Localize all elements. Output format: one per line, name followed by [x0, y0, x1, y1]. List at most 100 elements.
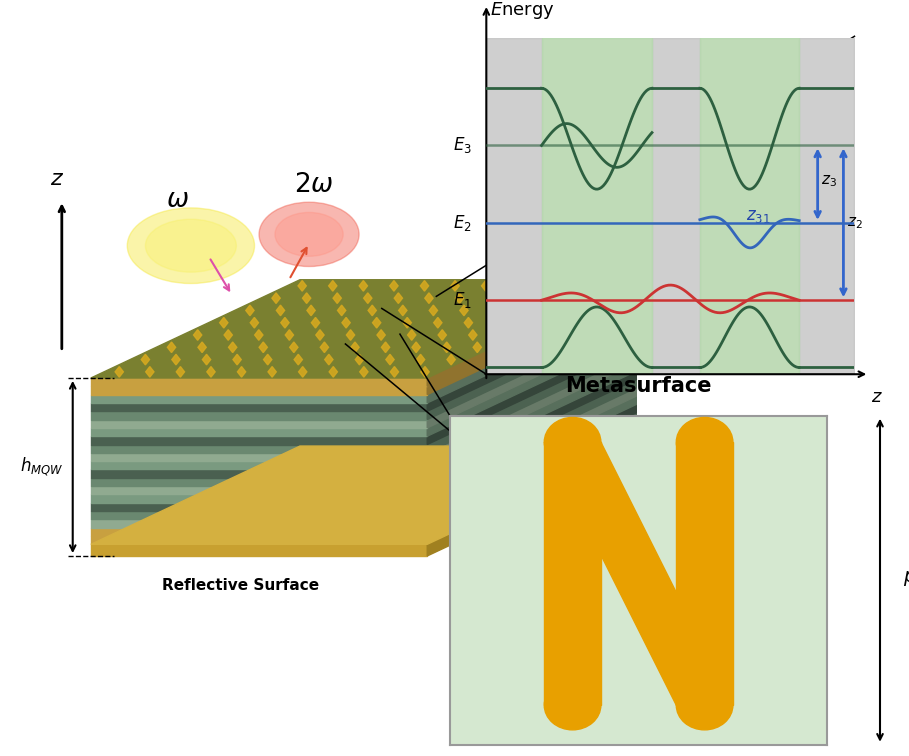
Polygon shape [91, 411, 427, 420]
Polygon shape [364, 293, 372, 303]
Polygon shape [172, 355, 180, 365]
Polygon shape [220, 318, 228, 328]
Text: $E$nergy: $E$nergy [490, 0, 554, 21]
Text: $E_1$: $E_1$ [453, 290, 472, 310]
Polygon shape [407, 330, 415, 340]
Polygon shape [438, 330, 446, 340]
Ellipse shape [259, 203, 359, 267]
Text: $E_3$: $E_3$ [453, 135, 472, 156]
Polygon shape [346, 330, 355, 340]
Polygon shape [285, 330, 294, 340]
Text: Metasurface: Metasurface [565, 376, 712, 396]
Polygon shape [203, 355, 211, 365]
Polygon shape [427, 296, 636, 403]
Text: $z_2$: $z_2$ [847, 215, 863, 231]
Polygon shape [427, 388, 636, 494]
Polygon shape [427, 438, 636, 544]
Polygon shape [91, 528, 427, 536]
Polygon shape [427, 346, 636, 453]
Polygon shape [91, 536, 427, 544]
Polygon shape [512, 280, 520, 291]
Polygon shape [298, 280, 306, 291]
Polygon shape [329, 280, 337, 291]
Polygon shape [176, 367, 185, 377]
Ellipse shape [275, 212, 343, 256]
Polygon shape [455, 293, 464, 303]
Polygon shape [281, 318, 289, 328]
Polygon shape [303, 293, 311, 303]
Polygon shape [312, 318, 320, 328]
Polygon shape [207, 367, 215, 377]
Polygon shape [245, 305, 254, 316]
Polygon shape [91, 446, 636, 544]
Polygon shape [416, 355, 425, 365]
Polygon shape [427, 321, 636, 428]
Polygon shape [547, 293, 555, 303]
Polygon shape [543, 280, 551, 291]
Polygon shape [359, 280, 367, 291]
Polygon shape [91, 544, 427, 556]
Polygon shape [544, 442, 733, 705]
Polygon shape [373, 318, 381, 328]
Polygon shape [91, 453, 427, 461]
Polygon shape [194, 330, 202, 340]
Polygon shape [342, 318, 350, 328]
Polygon shape [91, 420, 427, 428]
Polygon shape [395, 293, 403, 303]
Polygon shape [115, 367, 124, 377]
Polygon shape [427, 330, 636, 436]
Text: $E_2$: $E_2$ [453, 213, 472, 233]
Polygon shape [91, 428, 427, 436]
Ellipse shape [127, 208, 255, 284]
Polygon shape [499, 330, 507, 340]
Text: $z_{31}$: $z_{31}$ [746, 207, 771, 225]
Polygon shape [91, 486, 427, 494]
Polygon shape [552, 305, 560, 316]
Polygon shape [91, 395, 427, 403]
Polygon shape [427, 396, 636, 503]
Polygon shape [412, 342, 420, 352]
Polygon shape [295, 355, 303, 365]
Polygon shape [228, 342, 237, 352]
Text: $z_3$: $z_3$ [822, 173, 837, 189]
Polygon shape [390, 280, 398, 291]
Polygon shape [91, 519, 427, 528]
Polygon shape [427, 363, 636, 469]
Polygon shape [255, 330, 263, 340]
Text: Reflective Surface: Reflective Surface [163, 578, 319, 593]
Polygon shape [276, 305, 285, 316]
Polygon shape [420, 280, 429, 291]
Polygon shape [382, 342, 390, 352]
Polygon shape [368, 305, 376, 316]
Polygon shape [333, 293, 342, 303]
Polygon shape [403, 318, 412, 328]
Polygon shape [307, 305, 315, 316]
Polygon shape [233, 355, 241, 365]
Polygon shape [425, 293, 433, 303]
Polygon shape [427, 371, 636, 478]
Polygon shape [91, 511, 427, 519]
Polygon shape [525, 318, 534, 328]
Text: $z$: $z$ [50, 169, 65, 189]
Text: $\omega$: $\omega$ [165, 187, 189, 213]
Polygon shape [469, 330, 477, 340]
Polygon shape [464, 318, 473, 328]
Polygon shape [337, 305, 345, 316]
Polygon shape [250, 318, 258, 328]
Polygon shape [272, 293, 280, 303]
Text: $z$: $z$ [871, 388, 883, 406]
Polygon shape [268, 367, 276, 377]
Polygon shape [521, 305, 529, 316]
Polygon shape [427, 421, 636, 528]
Polygon shape [377, 330, 385, 340]
Polygon shape [427, 280, 636, 386]
Circle shape [676, 417, 733, 466]
Polygon shape [451, 280, 459, 291]
Polygon shape [399, 305, 407, 316]
Polygon shape [429, 305, 437, 316]
Polygon shape [320, 342, 328, 352]
Text: $2\omega$: $2\omega$ [294, 172, 334, 198]
Polygon shape [290, 342, 298, 352]
Polygon shape [325, 355, 333, 365]
Polygon shape [91, 280, 636, 378]
